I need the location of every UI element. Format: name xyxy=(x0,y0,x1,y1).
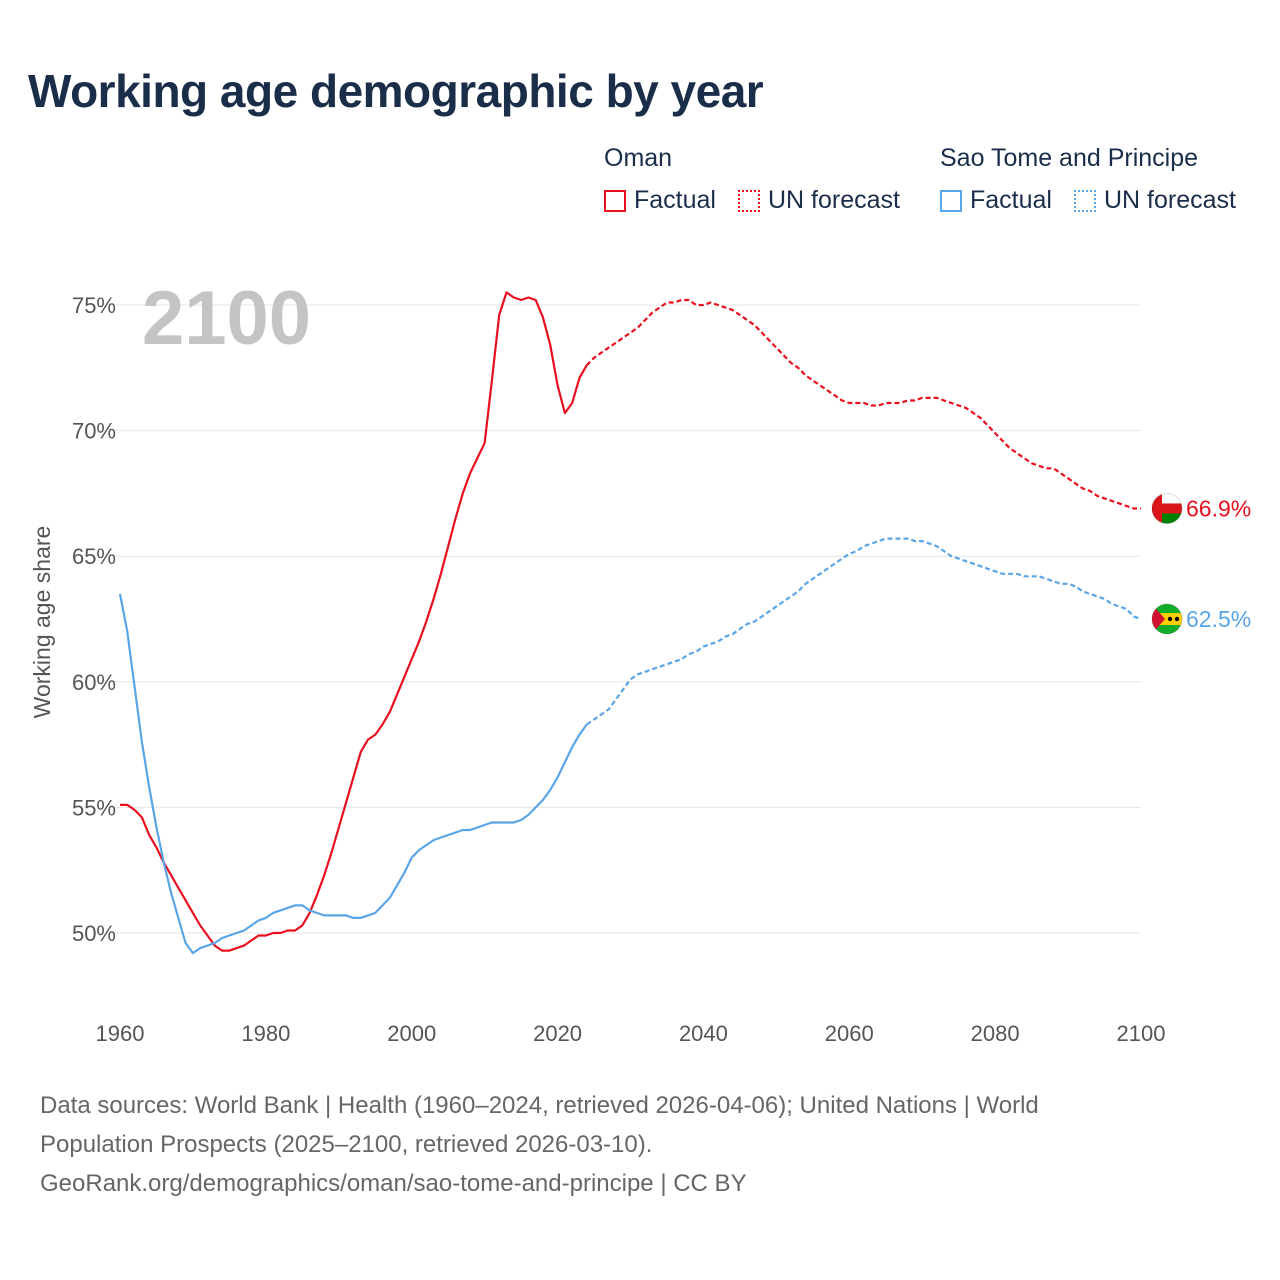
y-tick-label: 50% xyxy=(72,921,116,946)
x-tick-label: 2060 xyxy=(825,1021,874,1046)
series-line-factual[interactable] xyxy=(118,593,588,955)
footer-sources-line1: Data sources: World Bank | Health (1960–… xyxy=(40,1092,1039,1119)
end-markers: 66.9% 62.5% xyxy=(1151,492,1251,635)
legend-group-oman: Oman xyxy=(604,144,673,172)
chart-area: 2100 50% 55% 60% 65% 70% 75% 1960 1980 2000 2020… xyxy=(29,276,1251,1046)
x-axis-ticks: 1960 1980 2000 2020 2040 2060 2080 2100 xyxy=(96,1021,1166,1046)
x-tick-label: 2100 xyxy=(1117,1021,1166,1046)
y-tick-label: 55% xyxy=(72,795,116,820)
current-year-label: 2100 xyxy=(142,276,311,361)
legend-oman-forecast[interactable]: UN forecast xyxy=(738,186,900,215)
x-tick-label: 2020 xyxy=(533,1021,582,1046)
footer: Data sources: World Bank | Health (1960–… xyxy=(40,1086,1240,1203)
x-tick-label: 2040 xyxy=(679,1021,728,1046)
y-tick-label: 65% xyxy=(72,544,116,569)
legend-label: UN forecast xyxy=(1104,186,1236,214)
series-line-forecast[interactable] xyxy=(586,537,1142,726)
solid-swatch-icon xyxy=(940,189,962,212)
legend-label: Factual xyxy=(634,186,716,214)
footer-sources-line2: Population Prospects (2025–2100, retriev… xyxy=(40,1131,653,1158)
legend-sao-tome-factual[interactable]: Factual xyxy=(940,186,1052,215)
solid-swatch-icon xyxy=(604,189,626,212)
x-tick-label: 2080 xyxy=(971,1021,1020,1046)
y-axis-title: Working age share xyxy=(29,526,55,719)
x-tick-label: 2000 xyxy=(387,1021,436,1046)
oman-flag-icon xyxy=(1152,493,1182,524)
series-line-forecast[interactable] xyxy=(585,298,1141,510)
legend-label: UN forecast xyxy=(768,186,900,214)
series-line-factual[interactable] xyxy=(120,291,588,952)
x-tick-label: 1960 xyxy=(96,1021,145,1046)
gridlines xyxy=(112,304,1141,934)
legend-label: Factual xyxy=(970,186,1052,214)
legend-sao-tome-forecast[interactable]: UN forecast xyxy=(1074,186,1236,215)
legend-oman-factual[interactable]: Factual xyxy=(604,186,716,215)
legend-group-sao-tome: Sao Tome and Principe xyxy=(940,144,1199,172)
y-axis-ticks: 50% 55% 60% 65% 70% 75% xyxy=(72,293,116,946)
y-tick-label: 75% xyxy=(72,293,116,318)
sao-tome-flag-icon xyxy=(1152,604,1182,634)
y-tick-label: 70% xyxy=(72,419,116,444)
end-value-label: 66.9% xyxy=(1186,495,1251,521)
chart-title: Working age demographic by year xyxy=(28,65,764,117)
end-value-label: 62.5% xyxy=(1186,606,1251,632)
footer-url[interactable]: GeoRank.org/demographics/oman/sao-tome-a… xyxy=(40,1170,747,1197)
dotted-swatch-icon xyxy=(1074,189,1096,212)
dotted-swatch-icon xyxy=(738,189,760,212)
series-lines xyxy=(118,291,1142,955)
y-tick-label: 60% xyxy=(72,670,116,695)
x-tick-label: 1980 xyxy=(241,1021,290,1046)
